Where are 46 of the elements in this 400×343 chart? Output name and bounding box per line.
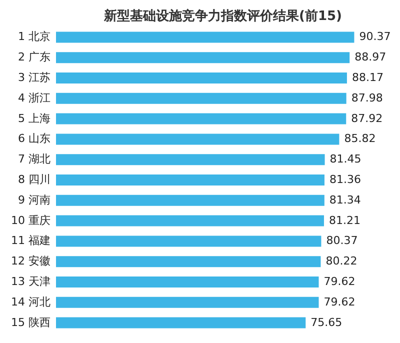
y-tick-label: 10 重庆 [11,214,50,227]
data-label: 81.34 [329,193,361,206]
bar [56,154,325,166]
bar [56,215,324,226]
bar [56,92,346,104]
data-label: 81.45 [330,152,362,166]
data-label: 87.92 [351,112,383,125]
y-tick-label: 7 湖北 [18,152,50,166]
chart-title: 新型基础设施竞争力指数评价结果(前15) [103,8,342,24]
data-label: 79.62 [324,295,356,308]
data-label: 79.62 [324,275,356,288]
data-label: 87.98 [351,91,383,104]
bar [56,194,324,206]
y-tick-label: 3 江苏 [18,71,50,84]
bar [56,317,306,328]
data-label: 80.37 [326,234,358,248]
y-tick-label: 8 四川 [18,173,50,186]
bar [56,174,324,186]
y-tick-label: 4 浙江 [18,91,50,104]
y-tick-label: 6 山东 [18,132,50,146]
bar [56,52,350,64]
bar [56,134,340,145]
y-tick-label: 1 北京 [18,30,50,44]
y-tick-label: 11 福建 [11,234,50,248]
data-label: 88.17 [352,71,384,84]
bar [56,113,346,124]
bar [56,296,319,308]
y-tick-label: 9 河南 [18,193,50,206]
data-label: 90.37 [359,30,391,44]
data-label: 75.65 [310,316,342,329]
y-tick-label: 12 安徽 [11,254,50,268]
data-label: 88.97 [354,50,386,64]
data-label: 85.82 [344,132,376,146]
bar [56,72,347,84]
data-label: 81.36 [329,173,361,186]
bar [56,236,322,247]
data-label: 81.21 [328,214,360,227]
y-tick-label: 14 河北 [11,295,50,308]
bar [56,276,319,288]
y-tick-label: 5 上海 [18,112,50,125]
data-label: 80.22 [326,254,358,268]
y-tick-label: 15 陕西 [11,316,50,329]
y-tick-label: 2 广东 [18,50,50,64]
bar [56,32,354,43]
bar [56,256,321,268]
y-tick-label: 13 天津 [11,275,50,288]
